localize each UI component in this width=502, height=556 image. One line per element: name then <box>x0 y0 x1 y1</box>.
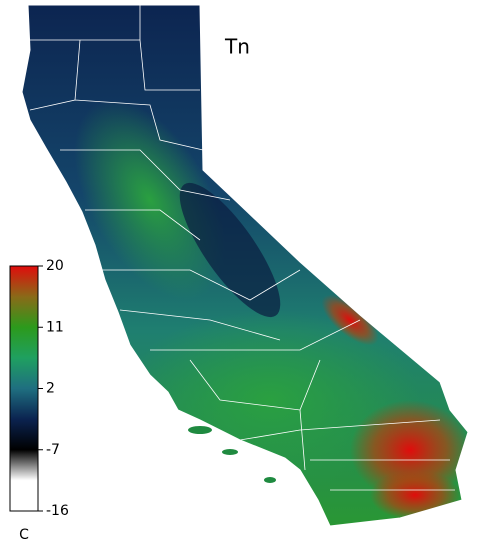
colorbar-tick-label: -7 <box>46 442 60 458</box>
colorbar-tick-label: -16 <box>46 503 69 519</box>
map-title: Tn <box>224 35 250 59</box>
island <box>264 477 276 483</box>
island <box>188 426 212 434</box>
colorbar-tick-label: 11 <box>46 319 64 335</box>
colorbar-tick-label: 20 <box>46 258 64 274</box>
colorbar <box>9 265 39 512</box>
colorbar-unit: C <box>19 527 29 543</box>
island <box>222 449 238 455</box>
colorbar-tick-label: 2 <box>46 381 55 397</box>
county-lines <box>29 5 455 491</box>
state-outline <box>21 4 469 527</box>
